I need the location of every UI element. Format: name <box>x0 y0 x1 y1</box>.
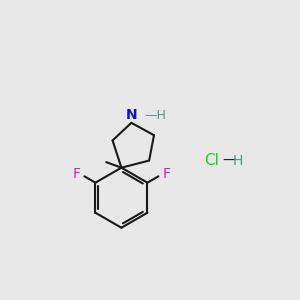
Text: —H: —H <box>144 109 166 122</box>
Text: F: F <box>163 167 171 182</box>
Text: Cl: Cl <box>205 153 219 168</box>
Text: N: N <box>126 108 137 122</box>
Text: F: F <box>72 167 80 182</box>
Text: H: H <box>232 154 243 168</box>
Text: —: — <box>222 154 236 168</box>
